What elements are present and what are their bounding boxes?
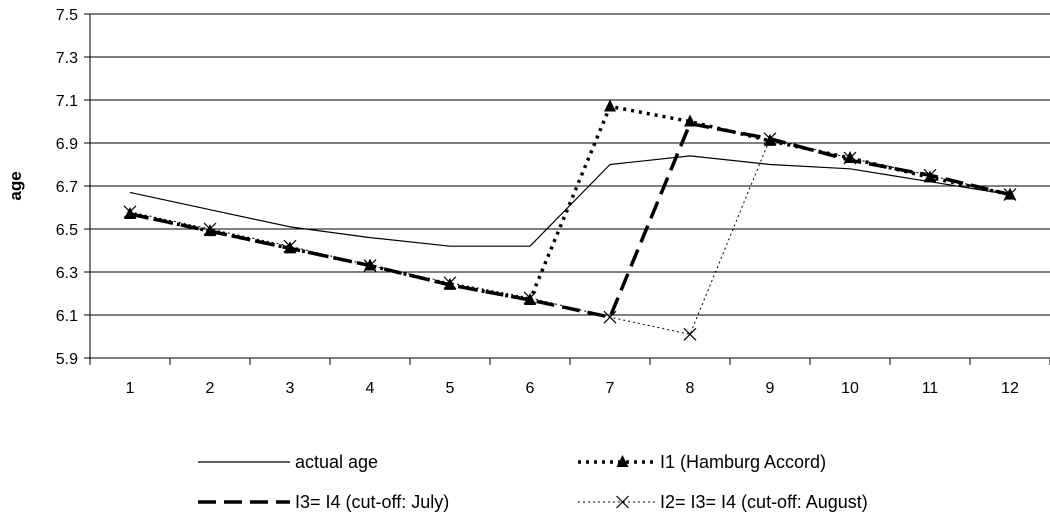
data-point [1004, 187, 1016, 200]
legend-item-3: I3= I4 (cut-off: July) [198, 492, 449, 512]
x-tick-label: 9 [766, 380, 775, 397]
y-tick-label: 6.5 [56, 222, 78, 239]
x-tick-label: 3 [286, 380, 295, 397]
data-point [124, 206, 136, 219]
x-tick-label: 8 [686, 380, 695, 397]
legend-label: I3= I4 (cut-off: July) [295, 492, 449, 512]
data-point [364, 258, 376, 271]
legend-item-2: I1 (Hamburg Accord) [578, 452, 826, 472]
y-tick-label: 7.1 [56, 93, 78, 110]
gridlines [90, 13, 1050, 316]
y-tick-label: 6.7 [56, 179, 78, 196]
series-3 [129, 121, 1011, 319]
y-axis-label: age [6, 171, 25, 200]
y-tick-label: 7.3 [56, 50, 78, 67]
data-point [524, 292, 536, 305]
series-line [129, 155, 1011, 247]
legend-item-1: actual age [198, 452, 378, 472]
x-tick-label: 2 [206, 380, 215, 397]
labels: 5.96.16.36.56.76.97.17.37.51 2 3 4 5 6 7 8 9 10 11… [6, 7, 1019, 397]
series-line [129, 104, 1011, 302]
y-tick-label: 5.9 [56, 351, 78, 368]
legend-label: actual age [295, 452, 378, 472]
x-tick-label: 6 [526, 380, 535, 397]
y-tick-label: 7.5 [56, 7, 78, 24]
x-tick-label: 5 [446, 380, 455, 397]
data-point [604, 99, 616, 112]
legend-marker [616, 455, 629, 467]
x-tick-label: 10 [841, 380, 859, 397]
x-tick-label: 1 [126, 380, 135, 397]
x-tick-label: 11 [922, 380, 939, 397]
series-line [129, 121, 1011, 319]
axes [84, 13, 1050, 365]
data-point [684, 114, 696, 127]
x-tick-label: 4 [366, 380, 375, 397]
data-point [683, 327, 697, 341]
x-tick-label: 12 [1001, 380, 1019, 397]
legend-item-4: I2= I3= I4 (cut-off: August) [578, 492, 868, 512]
data-point [764, 133, 776, 146]
data-point [844, 151, 856, 164]
legend-marker [616, 495, 629, 509]
data-point [444, 277, 456, 290]
series-layer [123, 99, 1017, 341]
series-line [129, 138, 1011, 335]
data-point [603, 310, 617, 324]
data-point [284, 241, 296, 254]
legend-label: I1 (Hamburg Accord) [660, 452, 826, 472]
x-tick-label: 7 [606, 380, 615, 397]
series-1 [129, 155, 1011, 247]
y-tick-label: 6.1 [56, 308, 78, 325]
data-point [924, 170, 936, 183]
series-2 [124, 99, 1016, 305]
legend-label: I2= I3= I4 (cut-off: August) [660, 492, 868, 512]
y-tick-label: 6.9 [56, 136, 78, 153]
y-tick-label: 6.3 [56, 265, 78, 282]
data-point [204, 224, 216, 237]
legend: actual age I1 (Hamburg Accord) I3= I4 (cut… [198, 452, 868, 512]
